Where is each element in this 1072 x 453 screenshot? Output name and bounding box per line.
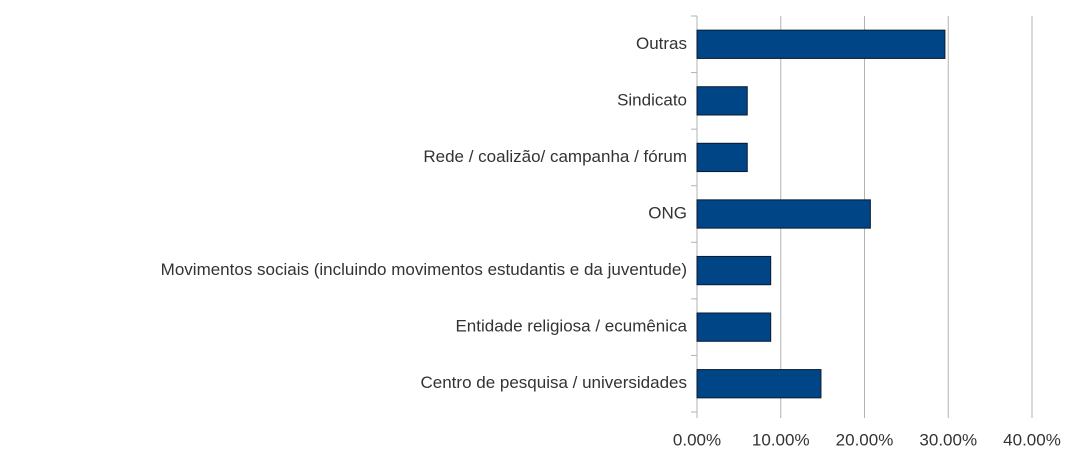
x-tick-label: 0.00%: [673, 430, 721, 449]
bar: [696, 255, 772, 286]
y-tick-label: Centro de pesquisa / universidades: [421, 373, 688, 392]
x-tick-label: 30.00%: [919, 430, 977, 449]
bar: [696, 312, 772, 342]
y-tick-label: Movimentos sociais (incluindo movimentos…: [161, 260, 687, 279]
bar: [696, 29, 946, 59]
y-tick-label: Rede / coalizão/ campanha / fórum: [423, 147, 687, 166]
x-tick-label: 10.00%: [752, 430, 810, 449]
bar: [696, 142, 748, 173]
y-tick-label: ONG: [648, 203, 687, 222]
x-tick-label: 20.00%: [836, 430, 894, 449]
x-tick-label: 40.00%: [1003, 430, 1061, 449]
y-tick-label: Sindicato: [617, 90, 687, 109]
bar: [696, 199, 871, 229]
y-tick-label: Outras: [636, 34, 687, 53]
bar: [696, 86, 748, 116]
bar: [696, 369, 822, 399]
y-tick-label: Entidade religiosa / ecumênica: [455, 317, 687, 336]
